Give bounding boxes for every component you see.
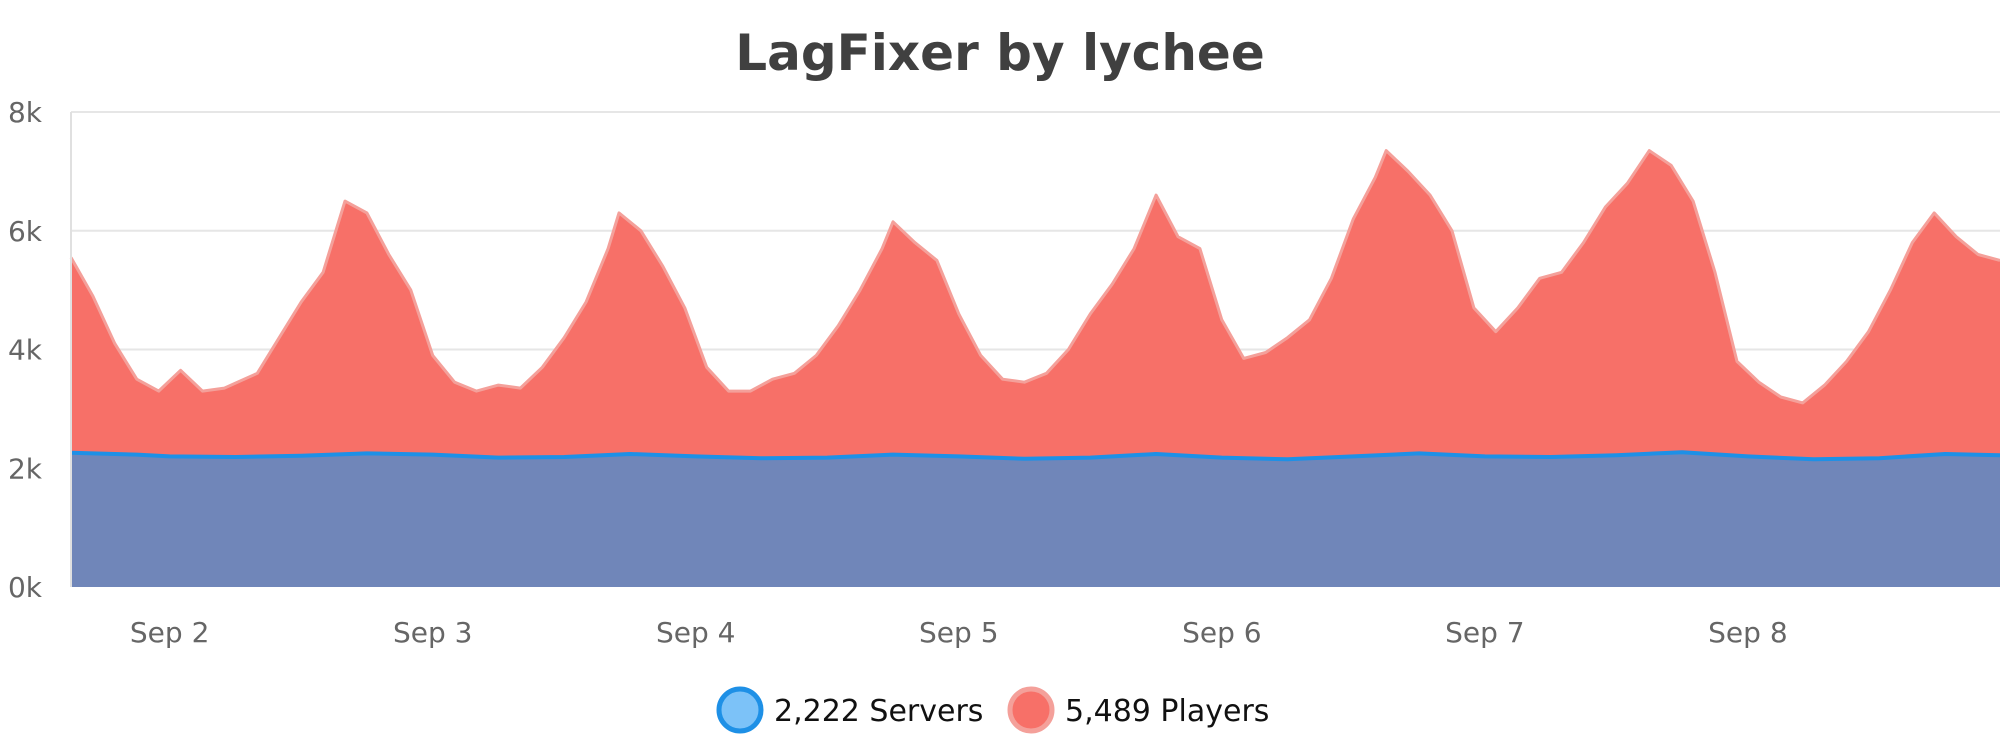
legend-marker-servers bbox=[716, 686, 764, 734]
line-players bbox=[69, 149, 2000, 405]
plot-area bbox=[69, 149, 2000, 587]
x-tick-label: Sep 8 bbox=[1708, 616, 1788, 649]
y-tick-label: 2k bbox=[8, 452, 43, 485]
y-tick-label: 0k bbox=[8, 571, 43, 604]
y-tick-label: 4k bbox=[8, 334, 43, 367]
legend-item-servers[interactable]: 2,222 Servers bbox=[716, 686, 983, 734]
legend-label-servers: 2,222 Servers bbox=[774, 694, 983, 729]
area-servers bbox=[71, 452, 2000, 587]
chart-title: LagFixer by lychee bbox=[735, 24, 1265, 82]
legend: 2,222 Servers 5,489 Players bbox=[716, 686, 1269, 734]
x-tick-label: Sep 6 bbox=[1182, 616, 1262, 649]
y-tick-label: 8k bbox=[8, 96, 43, 129]
x-tick-label: Sep 2 bbox=[130, 616, 210, 649]
x-tick-label: Sep 5 bbox=[919, 616, 999, 649]
legend-label-players: 5,489 Players bbox=[1065, 694, 1269, 729]
x-tick-label: Sep 4 bbox=[656, 616, 736, 649]
legend-marker-players bbox=[1007, 686, 1055, 734]
axes: 0k 2k 4k 6k 8k Sep 2 Sep 3 Sep 4 Sep 5 Sep 6 Sep 7… bbox=[8, 96, 1788, 649]
line-servers bbox=[70, 450, 2000, 462]
x-tick-label: Sep 7 bbox=[1445, 616, 1525, 649]
legend-item-players[interactable]: 5,489 Players bbox=[1007, 686, 1269, 734]
y-tick-label: 6k bbox=[8, 215, 43, 248]
x-tick-label: Sep 3 bbox=[393, 616, 473, 649]
